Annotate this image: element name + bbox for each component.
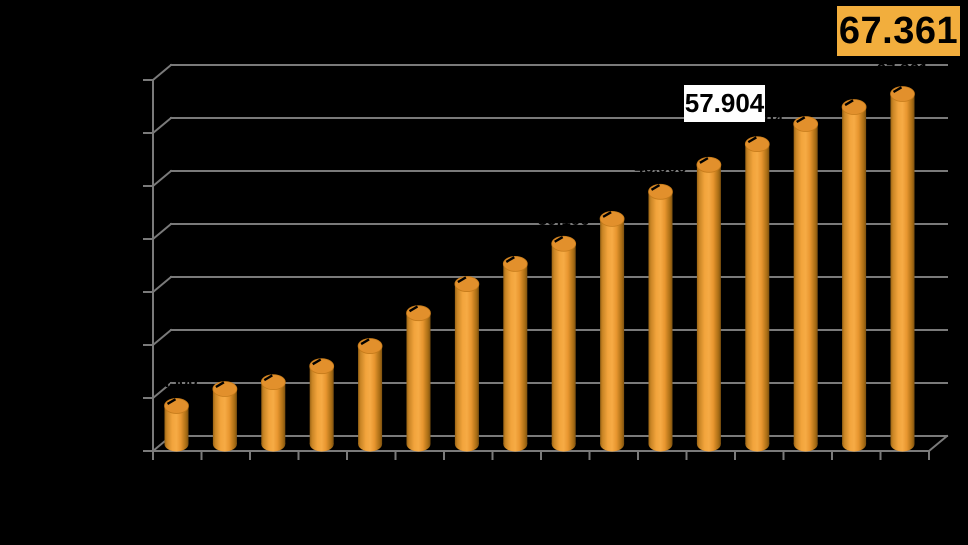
svg-text:35.300: 35.300 xyxy=(489,230,541,249)
svg-text:31.500: 31.500 xyxy=(441,250,493,269)
svg-text:8.500: 8.500 xyxy=(155,372,198,391)
svg-text:67.361: 67.361 xyxy=(877,60,929,79)
svg-text:16.000: 16.000 xyxy=(296,332,348,351)
svg-text:39.100: 39.100 xyxy=(538,210,590,229)
svg-text:13.000: 13.000 xyxy=(247,348,299,367)
svg-text:11.700: 11.700 xyxy=(199,355,250,374)
highlight-label-text-67361: 67.361 xyxy=(838,9,959,52)
svg-text:64.900: 64.900 xyxy=(828,73,880,92)
svg-text:48.900: 48.900 xyxy=(635,158,687,177)
svg-text:19.800: 19.800 xyxy=(344,312,396,331)
svg-text:43.800: 43.800 xyxy=(586,185,638,204)
svg-text:26.000: 26.000 xyxy=(393,279,445,298)
svg-text:54.000: 54.000 xyxy=(683,131,735,150)
svg-text:61.700: 61.700 xyxy=(780,90,832,109)
data-label-text-57904: 57.904 xyxy=(684,88,765,118)
highlight-label-box-67361: 67.361 xyxy=(833,2,964,60)
data-label-box-57904: 57.904 xyxy=(684,85,765,122)
